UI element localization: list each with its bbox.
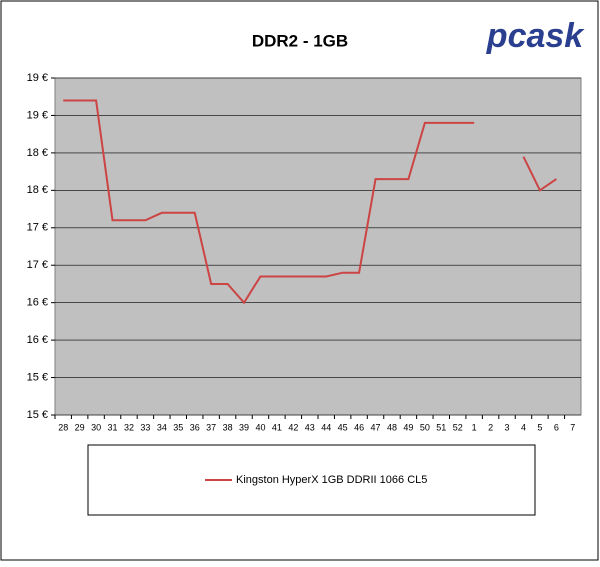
y-tick-label: 18 € <box>27 184 48 196</box>
x-tick-label: 33 <box>140 422 150 432</box>
x-tick-label: 43 <box>305 422 315 432</box>
plot-area <box>54 77 582 416</box>
x-tick-label: 52 <box>453 422 463 432</box>
legend-label: Kingston HyperX 1GB DDRII 1066 CL5 <box>236 474 427 486</box>
x-tick-label: 48 <box>387 422 397 432</box>
y-tick-label: 18 € <box>27 147 48 159</box>
x-tick-label: 6 <box>554 422 559 432</box>
x-tick-label: 49 <box>403 422 413 432</box>
x-tick-label: 32 <box>124 422 134 432</box>
x-tick-label: 35 <box>173 422 183 432</box>
x-tick-label: 50 <box>420 422 430 432</box>
x-tick-label: 29 <box>75 422 85 432</box>
x-tick-label: 41 <box>272 422 282 432</box>
y-tick-label: 17 € <box>27 259 48 271</box>
y-tick-label: 15 € <box>27 409 48 421</box>
x-tick-label: 39 <box>239 422 249 432</box>
x-tick-label: 46 <box>354 422 364 432</box>
x-tick-label: 47 <box>371 422 381 432</box>
x-tick-label: 51 <box>436 422 446 432</box>
x-tick-label: 34 <box>157 422 167 432</box>
x-tick-label: 31 <box>108 422 118 432</box>
x-tick-label: 4 <box>521 422 526 432</box>
x-tick-label: 44 <box>321 422 331 432</box>
y-tick-label: 15 € <box>27 371 48 383</box>
x-tick-label: 40 <box>255 422 265 432</box>
x-tick-label: 45 <box>338 422 348 432</box>
chart-title: DDR2 - 1GB <box>252 31 348 50</box>
series-line <box>63 99 557 305</box>
y-tick-label: 16 € <box>27 297 48 309</box>
y-tick-label: 17 € <box>27 222 48 234</box>
x-tick-label: 37 <box>206 422 216 432</box>
x-tick-label: 2 <box>488 422 493 432</box>
x-tick-label: 36 <box>190 422 200 432</box>
y-tick-label: 19 € <box>27 72 48 84</box>
legend-box <box>87 444 536 516</box>
x-tick-label: 3 <box>505 422 510 432</box>
y-tick-label: 16 € <box>27 334 48 346</box>
x-tick-label: 1 <box>472 422 477 432</box>
x-tick-label: 30 <box>91 422 101 432</box>
x-tick-label: 38 <box>223 422 233 432</box>
x-tick-label: 42 <box>288 422 298 432</box>
x-tick-label: 5 <box>537 422 542 432</box>
x-tick-label: 28 <box>58 422 68 432</box>
logo: pcask <box>486 17 585 55</box>
y-tick-label: 19 € <box>27 109 48 121</box>
x-tick-label: 7 <box>570 422 575 432</box>
